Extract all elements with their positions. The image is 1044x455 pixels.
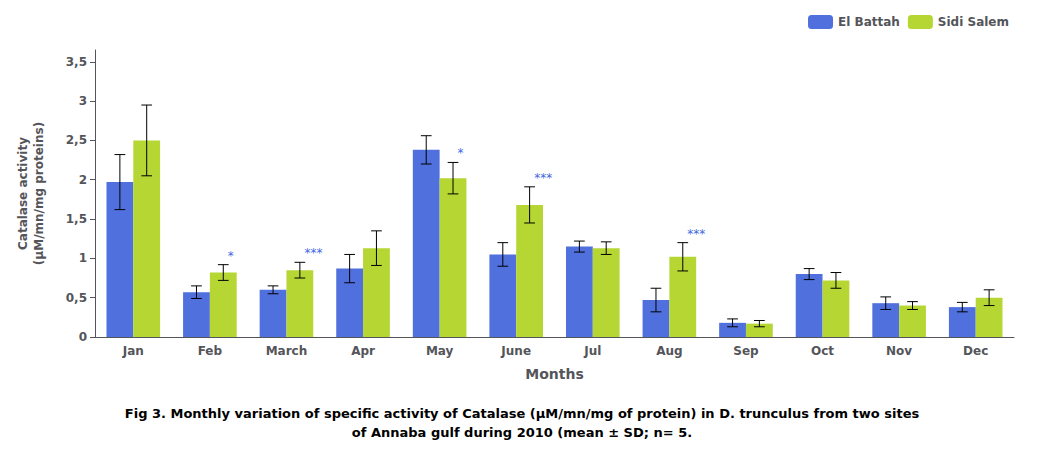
svg-text:Sep: Sep	[733, 344, 759, 358]
svg-text:***: ***	[687, 227, 705, 241]
svg-text:1: 1	[79, 251, 87, 265]
svg-text:0: 0	[79, 330, 87, 344]
svg-text:3,5: 3,5	[66, 55, 87, 69]
svg-text:(μM/mn/mg proteins): (μM/mn/mg proteins)	[32, 122, 46, 265]
svg-text:Aug: Aug	[656, 344, 682, 358]
svg-text:Feb: Feb	[198, 344, 223, 358]
svg-text:Catalase activity: Catalase activity	[16, 137, 30, 250]
svg-text:Dec: Dec	[963, 344, 988, 358]
svg-text:Oct: Oct	[811, 344, 834, 358]
svg-text:2,5: 2,5	[66, 133, 87, 147]
svg-text:El Battah: El Battah	[838, 15, 900, 29]
svg-text:Fig 3. Monthly variation of sp: Fig 3. Monthly variation of specific act…	[125, 406, 920, 421]
svg-text:Jan: Jan	[122, 344, 144, 358]
svg-text:***: ***	[534, 171, 552, 185]
svg-text:Apr: Apr	[351, 344, 375, 358]
svg-text:June: June	[500, 344, 531, 358]
svg-text:Nov: Nov	[886, 344, 912, 358]
svg-text:0,5: 0,5	[66, 291, 87, 305]
svg-text:Jul: Jul	[583, 344, 601, 358]
svg-text:March: March	[266, 344, 308, 358]
svg-text:*: *	[458, 146, 464, 160]
svg-text:Months: Months	[525, 366, 584, 382]
svg-text:3: 3	[79, 94, 87, 108]
svg-text:1,5: 1,5	[66, 212, 87, 226]
svg-text:*: *	[228, 249, 234, 263]
svg-text:of Annaba gulf during 2010 (me: of Annaba gulf during 2010 (mean ± SD; n…	[352, 425, 692, 440]
svg-text:Sidi Salem: Sidi Salem	[938, 15, 1009, 29]
svg-text:May: May	[426, 344, 454, 358]
svg-text:***: ***	[304, 246, 322, 260]
svg-text:2: 2	[79, 173, 87, 187]
